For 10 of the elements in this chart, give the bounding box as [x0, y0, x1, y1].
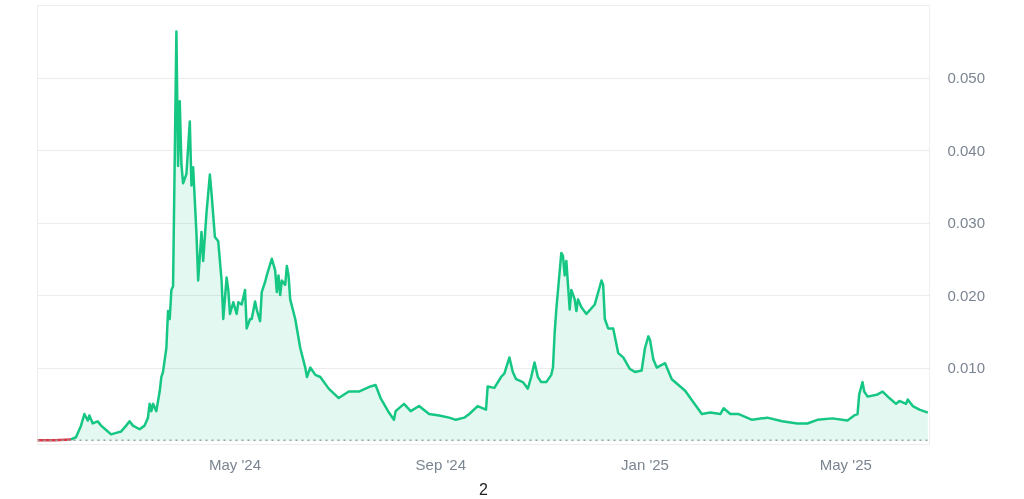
- y-tick-label: 0.030: [947, 214, 986, 232]
- y-tick-label: 0.020: [947, 286, 986, 304]
- text: 2: [479, 480, 489, 498]
- x-tick-label: May '25: [819, 455, 872, 473]
- y-tick-label: 0.040: [947, 141, 986, 159]
- x-tick-label: Sep '24: [415, 455, 467, 473]
- y-tick-label: 0.010: [947, 359, 986, 377]
- x-tick-label: May '24: [208, 455, 262, 473]
- x-tick-label: Jan '25: [621, 455, 669, 473]
- y-tick-label: 0.050: [947, 69, 986, 87]
